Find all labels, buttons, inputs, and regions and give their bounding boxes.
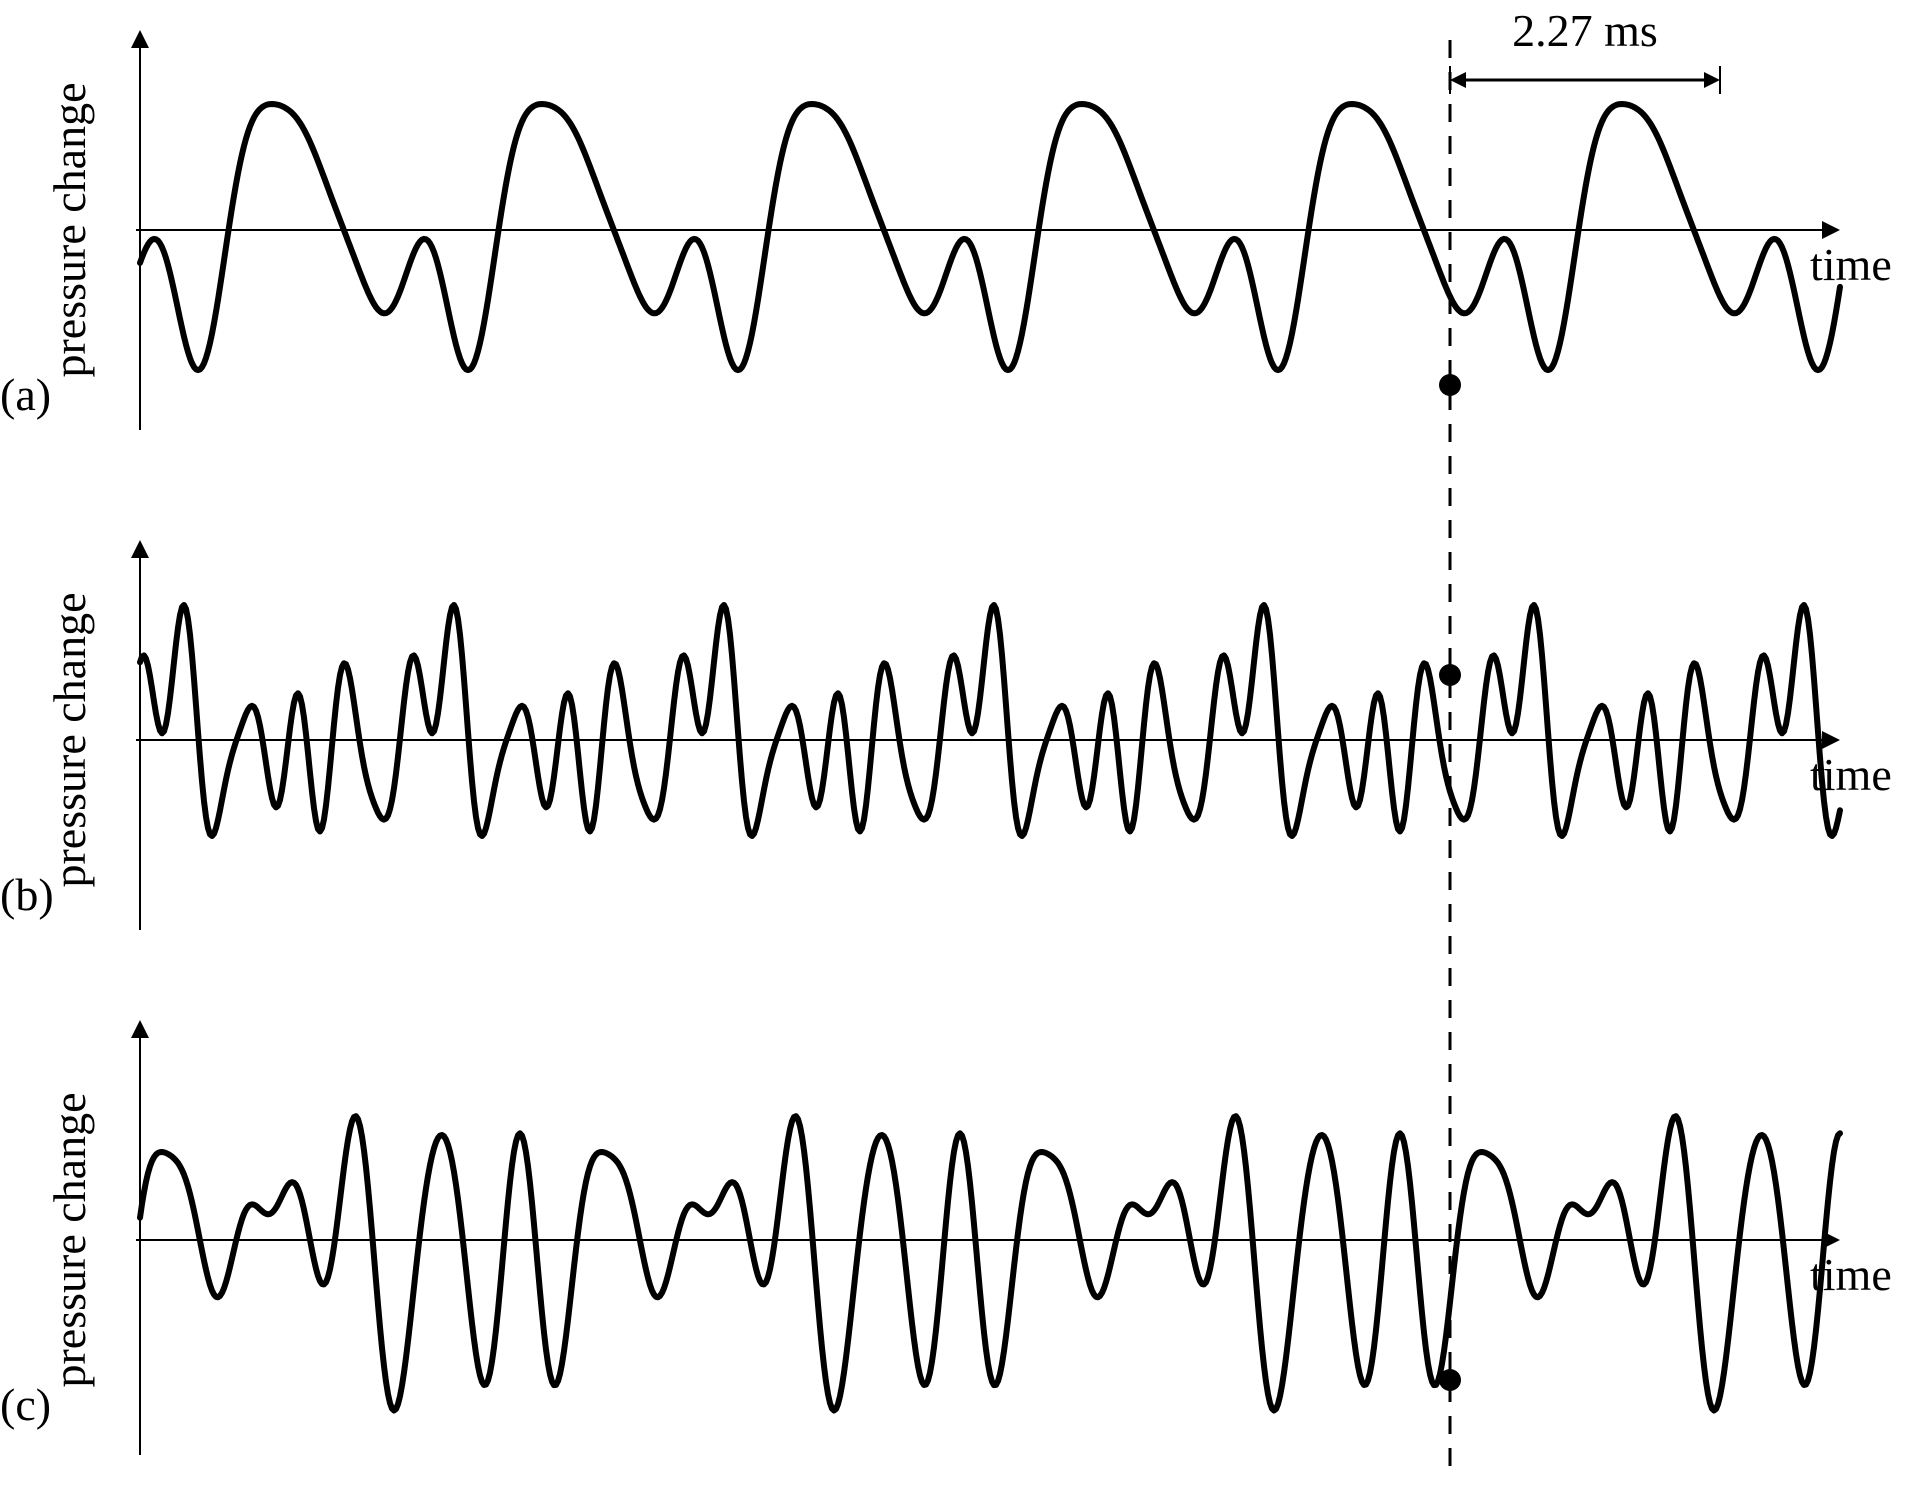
panel-tag: (a) [0, 369, 51, 420]
dimension-label: 2.27 ms [1512, 5, 1658, 56]
waveform [140, 104, 1840, 370]
arrowhead-right [1822, 221, 1840, 239]
y-axis-label: pressure change [44, 82, 95, 377]
panel: pressure change time (a) [0, 30, 1892, 430]
x-axis-label: time [1810, 749, 1892, 800]
panel-tag: (c) [0, 1379, 51, 1430]
marker-dot [1439, 1369, 1461, 1391]
waveform-figure: 2.27 mspressure changetime(a)pressure ch… [0, 0, 1920, 1486]
panel: pressure change time (c) [0, 1020, 1892, 1455]
marker-dot [1439, 374, 1461, 396]
arrowhead-right [1704, 72, 1720, 88]
arrowhead-up [131, 540, 149, 558]
arrowhead-left [1450, 72, 1466, 88]
waveform [140, 1116, 1840, 1410]
waveform [140, 605, 1840, 836]
arrowhead-up [131, 1020, 149, 1038]
y-axis-label: pressure change [44, 592, 95, 887]
x-axis-label: time [1810, 239, 1892, 290]
arrowhead-up [131, 30, 149, 48]
marker-dot [1439, 664, 1461, 686]
figure-container: 2.27 mspressure changetime(a)pressure ch… [0, 0, 1920, 1486]
y-axis-label: pressure change [44, 1092, 95, 1387]
arrowhead-right [1822, 731, 1840, 749]
panel-tag: (b) [0, 869, 54, 920]
panel: pressure change time (b) [0, 540, 1892, 930]
x-axis-label: time [1810, 1249, 1892, 1300]
